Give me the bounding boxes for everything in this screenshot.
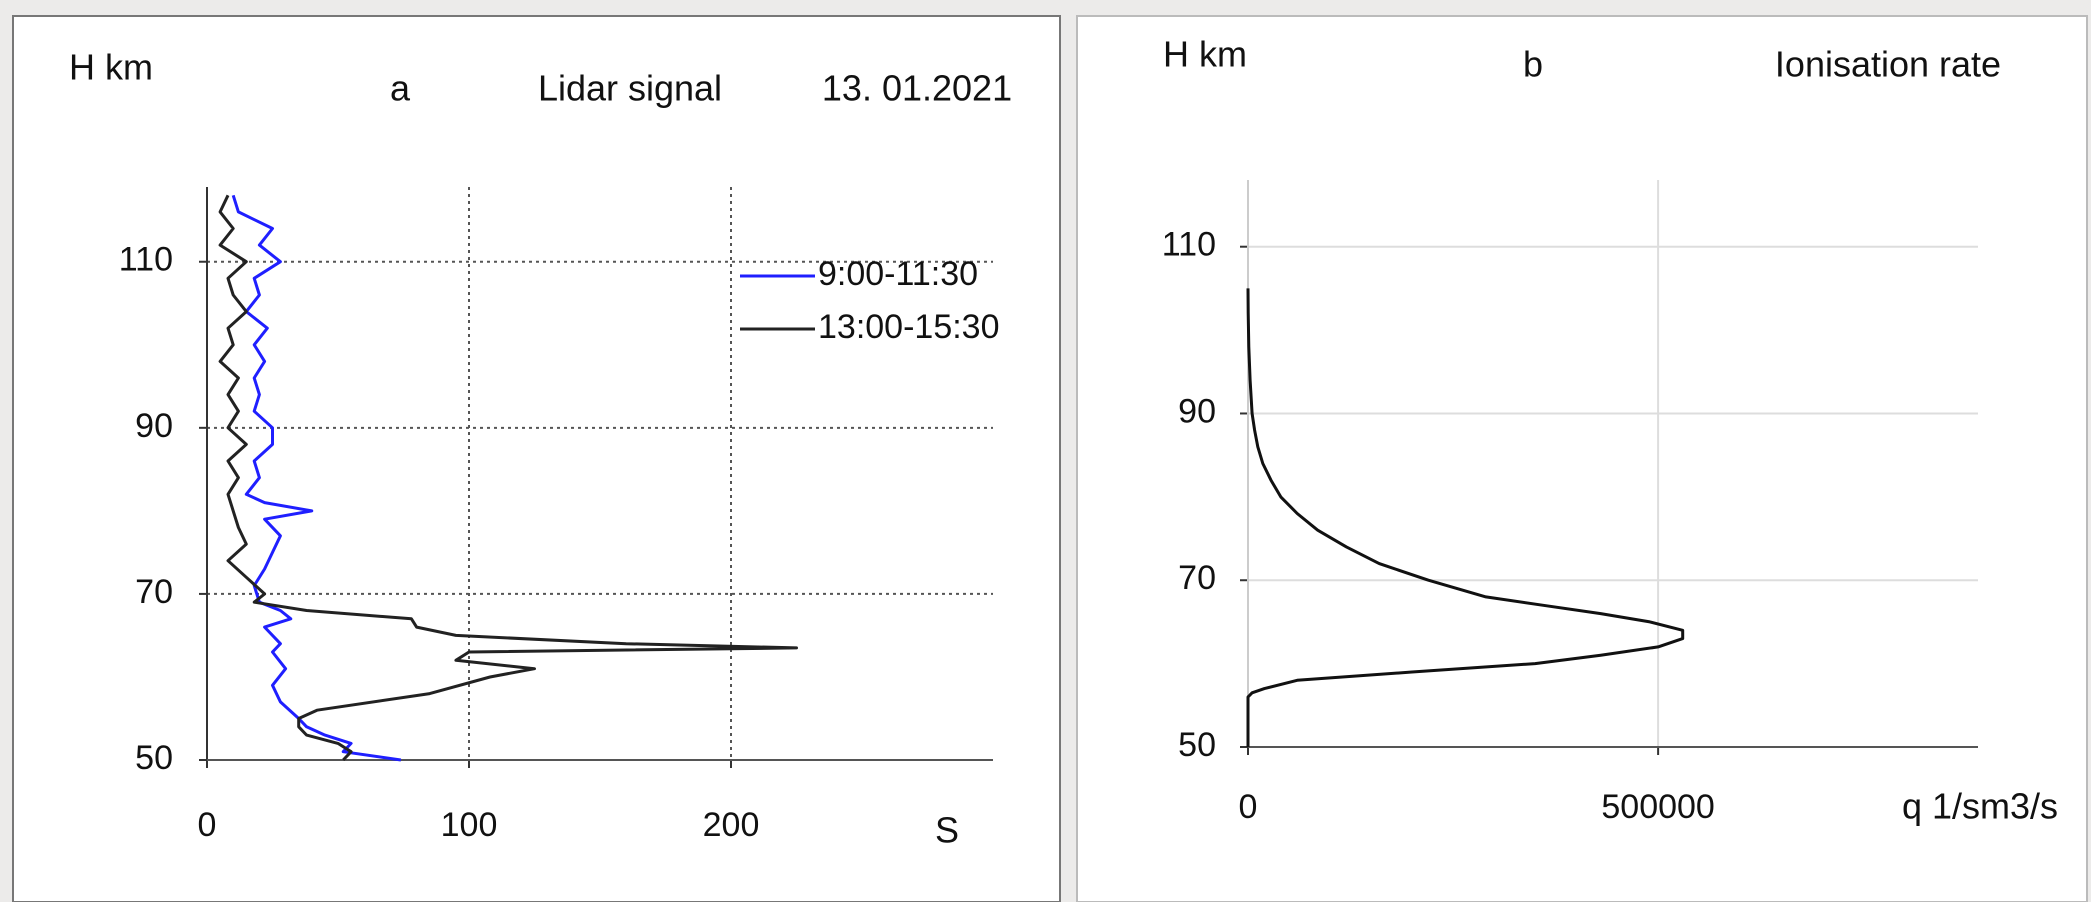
panel-a xyxy=(12,15,1061,902)
x-axis-label: q 1/sm3/s xyxy=(1902,786,2058,827)
legend-label: 9:00-11:30 xyxy=(818,255,978,293)
x-tick-label: 100 xyxy=(441,806,498,844)
y-tick-label: 50 xyxy=(1178,726,1216,764)
y-tick-label: 90 xyxy=(135,407,173,445)
y-axis-label: H km xyxy=(69,47,153,88)
panel-letter: b xyxy=(1523,44,1543,85)
data-line xyxy=(218,194,798,762)
x-tick-label: 0 xyxy=(198,806,217,844)
panel-b xyxy=(1076,15,2088,902)
data-line xyxy=(1246,288,1685,747)
x-axis-label: S xyxy=(935,810,959,851)
x-tick-label: 500000 xyxy=(1601,788,1714,826)
chart-title: Ionisation rate xyxy=(1775,44,2001,85)
y-axis-label: H km xyxy=(1163,34,1247,75)
y-tick-label: 70 xyxy=(135,573,173,611)
data-line xyxy=(231,194,402,762)
y-tick-label: 50 xyxy=(135,739,173,777)
y-tick-label: 90 xyxy=(1178,392,1216,430)
y-tick-label: 110 xyxy=(1162,226,1216,264)
y-tick-label: 70 xyxy=(1178,559,1216,597)
legend-label: 13:00-15:30 xyxy=(818,308,1000,346)
y-tick-label: 110 xyxy=(119,241,173,279)
panel-letter: a xyxy=(390,68,411,109)
date: 13. 01.2021 xyxy=(822,68,1012,109)
chart-title: Lidar signal xyxy=(538,68,722,109)
x-tick-label: 200 xyxy=(703,806,760,844)
x-tick-label: 0 xyxy=(1239,788,1258,826)
